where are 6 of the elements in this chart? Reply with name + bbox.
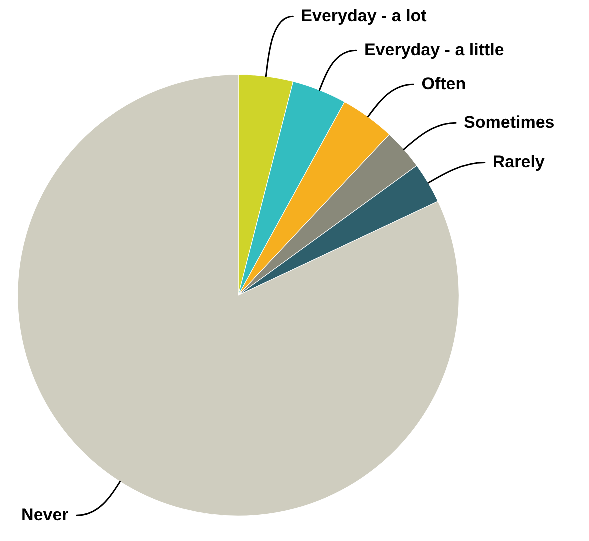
slice-label: Never [22,505,70,524]
slice-label: Everyday - a lot [301,6,428,26]
slice-label: Rarely [492,152,546,172]
slice-label: Sometimes [464,112,555,132]
slice-label: Everyday - a little [364,40,504,60]
slice-label: Often [422,74,466,94]
